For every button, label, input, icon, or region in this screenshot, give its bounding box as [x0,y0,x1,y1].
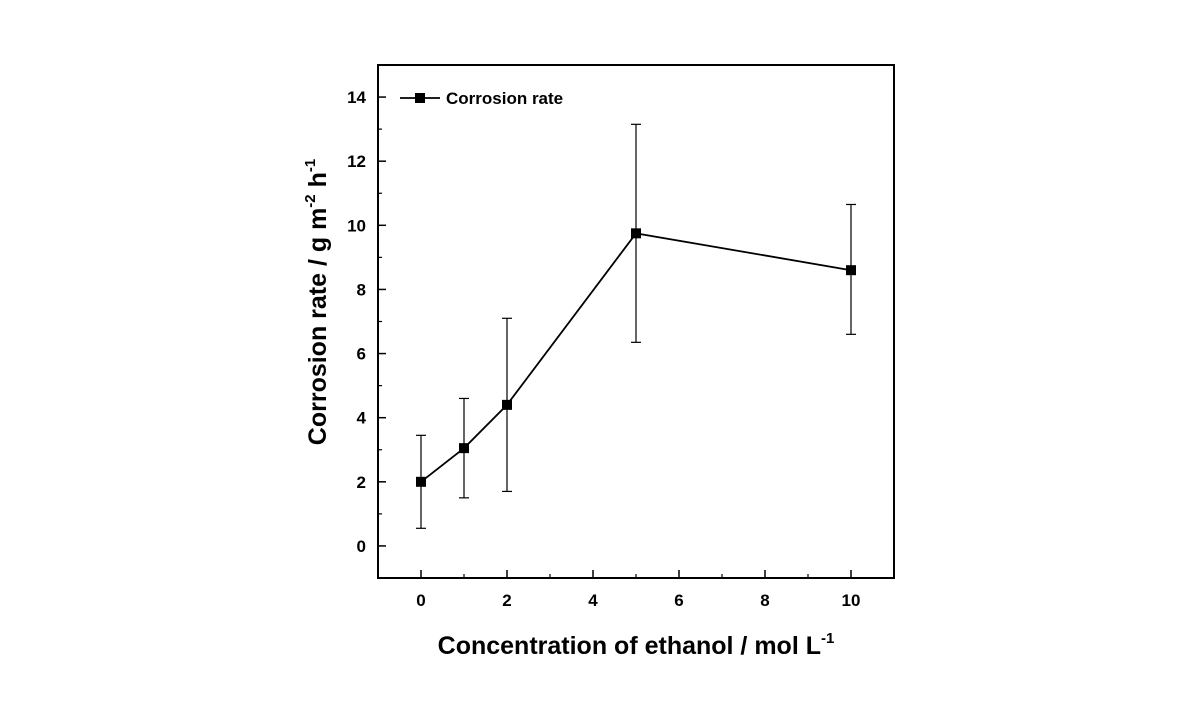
y-tick-label: 6 [357,345,366,364]
x-axis-title: Concentration of ethanol / mol L-1 [438,630,835,660]
y-tick-label: 2 [357,473,366,492]
x-tick-label: 6 [674,591,683,610]
y-tick-label: 12 [347,152,366,171]
data-point [631,228,641,239]
data-point [502,399,512,410]
y-tick-labels: 0 2 4 6 8 10 12 14 [347,88,366,556]
error-bars [416,123,856,529]
x-tick-label: 8 [760,591,769,610]
legend: Corrosion rate [400,89,563,108]
x-axis-title-main: Concentration of ethanol / mol L [438,632,821,660]
x-tick-label: 0 [416,591,425,610]
y-tick-label: 0 [357,537,366,556]
y-tick-label: 8 [357,280,366,299]
y-tick-label: 4 [357,409,367,428]
data-point [846,265,856,276]
x-tick-label: 10 [842,591,861,610]
data-point [459,443,469,454]
x-tick-label: 2 [502,591,511,610]
y-axis-title-mid: h [304,172,332,194]
x-tick-labels: 0 2 4 6 8 10 [416,591,860,610]
data-point [416,476,426,487]
legend-label: Corrosion rate [446,89,563,108]
y-axis-title-sup1: -2 [302,194,319,207]
tick-marks [377,64,895,579]
y-axis-title-sup2: -1 [302,159,319,172]
y-axis-title-main: Corrosion rate / g m [304,208,332,446]
legend-marker [415,93,425,103]
y-tick-label: 14 [347,88,366,107]
y-tick-label: 10 [347,216,366,235]
x-axis-title-sup: -1 [821,630,834,647]
data-markers [416,228,856,487]
x-tick-label: 4 [588,591,598,610]
y-axis-title: Corrosion rate / g m-2 h-1 [302,159,332,445]
